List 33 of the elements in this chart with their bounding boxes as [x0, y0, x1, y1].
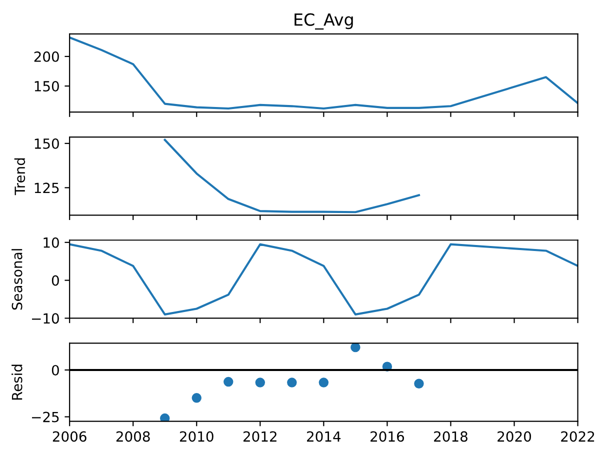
y-tick-label: 125	[34, 182, 59, 194]
point	[350, 343, 360, 352]
x-tick-label: 2022	[561, 431, 594, 442]
point	[224, 376, 234, 387]
point	[287, 378, 297, 388]
point	[414, 378, 424, 389]
y-tick-label: 200	[34, 51, 59, 62]
y-axis-title: Seasonal	[12, 249, 22, 310]
y-tick-label: 0	[52, 364, 59, 376]
x-tick-label: 2018	[434, 431, 468, 442]
x-tick-label: 2010	[180, 431, 214, 442]
x-tick-label: 2008	[116, 431, 150, 442]
line-series	[164, 138, 420, 214]
x-tick-label: 2006	[52, 431, 86, 442]
line-series	[70, 36, 578, 110]
y-tick-label: 0	[52, 275, 59, 286]
x-tick-label: 2020	[498, 431, 531, 442]
point	[318, 378, 329, 388]
x-tick-label: 2016	[370, 431, 404, 442]
y-tick-label: 150	[34, 138, 59, 149]
point	[160, 413, 170, 422]
x-tick-label: 2012	[243, 431, 276, 442]
y-tick-label: −25	[32, 412, 59, 422]
y-axis-title: Resid	[12, 364, 22, 400]
y-tick-label: 150	[34, 81, 59, 92]
y-tick-label: −10	[32, 313, 59, 324]
x-tick-label: 2014	[307, 431, 341, 442]
y-tick-label: 10	[44, 237, 59, 248]
chart-title: EC_Avg	[294, 13, 353, 30]
y-axis-title: Trend	[14, 158, 26, 196]
point	[255, 378, 266, 388]
point	[192, 393, 202, 403]
line-series	[70, 243, 578, 316]
